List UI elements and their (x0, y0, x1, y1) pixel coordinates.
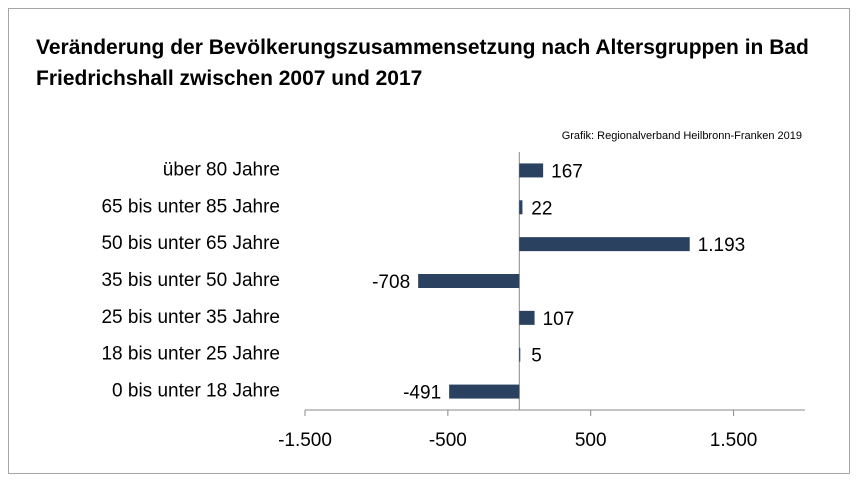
y-tick-label: über 80 Jahre (163, 159, 280, 180)
chart-title: Veränderung der Bevölkerungszusammensetz… (36, 36, 809, 90)
value-label: 1.193 (698, 235, 746, 256)
x-tick-label: -1.500 (278, 430, 332, 451)
frame (8, 8, 850, 474)
value-label: 22 (531, 198, 552, 219)
y-tick-label: 35 bis unter 50 Jahre (101, 270, 280, 291)
value-label: 5 (531, 346, 542, 367)
bar (519, 347, 521, 362)
value-label: -491 (403, 383, 441, 404)
y-tick-label: 65 bis unter 85 Jahre (101, 196, 280, 217)
bar (519, 163, 544, 178)
y-tick-label: 18 bis unter 25 Jahre (101, 344, 280, 365)
x-tick-label: 1.500 (710, 430, 758, 451)
x-tick-label: 500 (575, 430, 607, 451)
bar (519, 310, 535, 325)
bar (519, 237, 690, 252)
y-tick-label: 25 bis unter 35 Jahre (101, 307, 280, 328)
y-tick-label: 0 bis unter 18 Jahre (112, 381, 280, 402)
value-label: -708 (372, 272, 410, 293)
y-tick-label: 50 bis unter 65 Jahre (101, 233, 280, 254)
bar (449, 384, 520, 399)
source: Grafik: Regionalverband Heilbronn-Franke… (562, 130, 802, 142)
value-label: 107 (543, 309, 575, 330)
value-label: 167 (551, 161, 583, 182)
bar (519, 200, 523, 215)
x-tick-label: -500 (429, 430, 467, 451)
bar (418, 274, 520, 288)
